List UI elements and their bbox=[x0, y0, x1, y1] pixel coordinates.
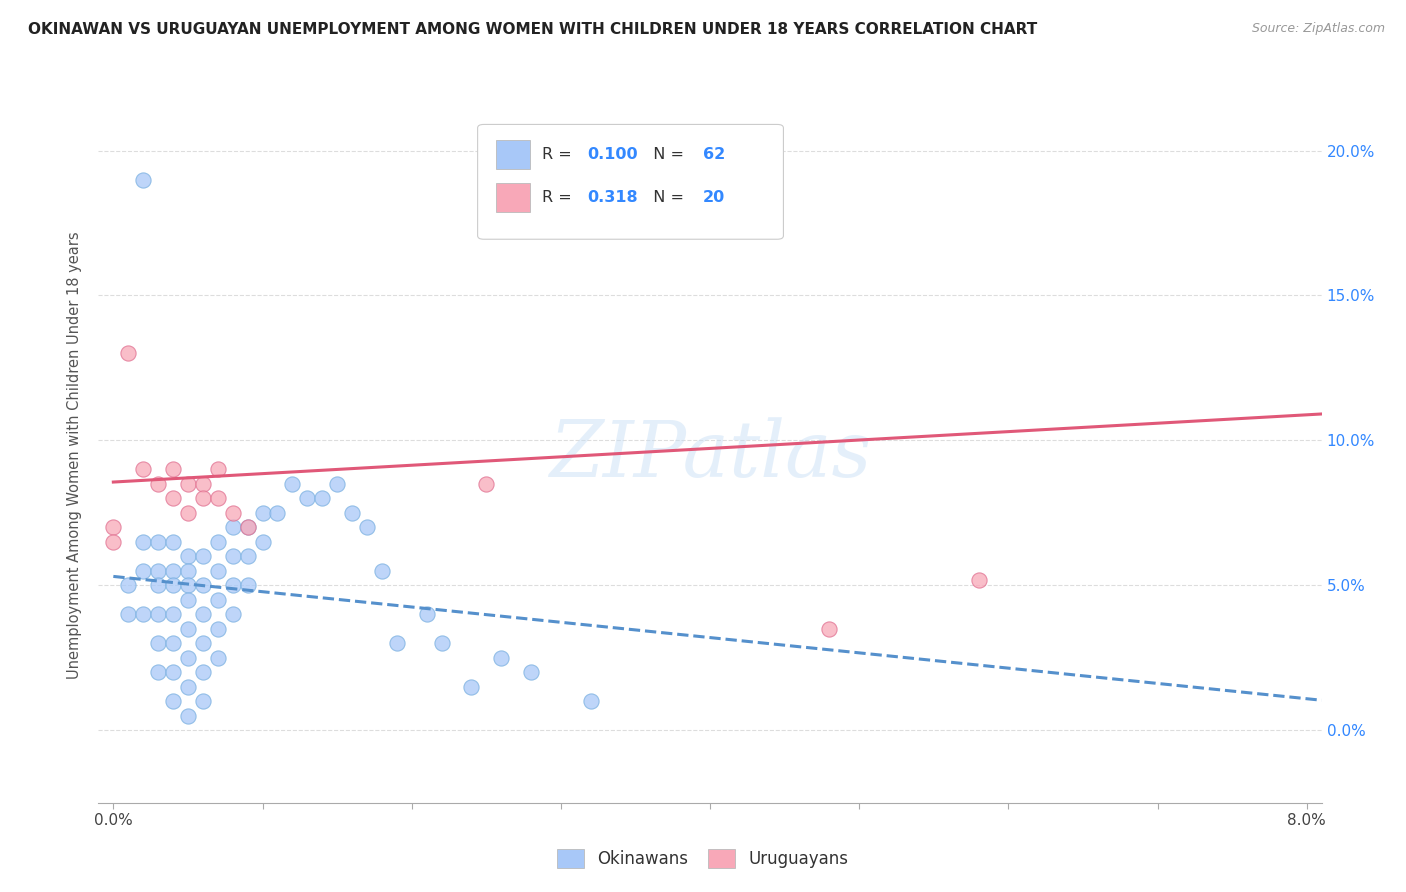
Point bbox=[191, 607, 214, 622]
Point bbox=[177, 651, 200, 665]
Point bbox=[520, 665, 543, 680]
Point bbox=[162, 578, 184, 592]
Point bbox=[967, 573, 990, 587]
Point bbox=[146, 636, 169, 650]
Point bbox=[191, 636, 214, 650]
Point bbox=[132, 564, 155, 578]
Point bbox=[162, 607, 184, 622]
Point bbox=[207, 534, 229, 549]
Point bbox=[252, 534, 274, 549]
Point bbox=[236, 578, 259, 592]
Point bbox=[460, 680, 482, 694]
Point bbox=[177, 592, 200, 607]
Text: 0.318: 0.318 bbox=[588, 190, 638, 205]
Point bbox=[191, 476, 214, 491]
Point bbox=[146, 534, 169, 549]
Point bbox=[297, 491, 319, 506]
FancyBboxPatch shape bbox=[496, 183, 530, 212]
Point bbox=[340, 506, 363, 520]
Point bbox=[595, 187, 617, 202]
Point bbox=[146, 564, 169, 578]
Point bbox=[371, 564, 394, 578]
Point bbox=[207, 491, 229, 506]
FancyBboxPatch shape bbox=[496, 140, 530, 169]
Point bbox=[146, 607, 169, 622]
Point bbox=[146, 578, 169, 592]
Point bbox=[191, 578, 214, 592]
Point bbox=[728, 187, 751, 202]
Point bbox=[162, 636, 184, 650]
Point bbox=[177, 564, 200, 578]
Point bbox=[103, 534, 125, 549]
Point bbox=[177, 680, 200, 694]
Text: 62: 62 bbox=[703, 147, 725, 161]
Point bbox=[146, 476, 169, 491]
Point bbox=[475, 476, 498, 491]
Point bbox=[326, 476, 349, 491]
Text: 0.100: 0.100 bbox=[588, 147, 638, 161]
Point bbox=[415, 607, 437, 622]
Point bbox=[356, 520, 378, 534]
Point bbox=[132, 607, 155, 622]
Point bbox=[236, 520, 259, 534]
Point bbox=[489, 651, 512, 665]
Point bbox=[162, 564, 184, 578]
Text: 20: 20 bbox=[703, 190, 725, 205]
Text: Source: ZipAtlas.com: Source: ZipAtlas.com bbox=[1251, 22, 1385, 36]
Point bbox=[117, 578, 139, 592]
Text: N =: N = bbox=[643, 190, 689, 205]
Point bbox=[117, 607, 139, 622]
Point bbox=[311, 491, 333, 506]
Point bbox=[177, 506, 200, 520]
Point bbox=[430, 636, 453, 650]
Point bbox=[162, 491, 184, 506]
Point bbox=[221, 506, 243, 520]
Point bbox=[207, 564, 229, 578]
Point bbox=[207, 622, 229, 636]
Point bbox=[162, 534, 184, 549]
Point bbox=[221, 549, 243, 564]
Point bbox=[191, 665, 214, 680]
Point bbox=[236, 520, 259, 534]
Point bbox=[207, 462, 229, 476]
Point bbox=[177, 549, 200, 564]
Point bbox=[221, 607, 243, 622]
Point bbox=[177, 708, 200, 723]
Point bbox=[132, 534, 155, 549]
Point bbox=[177, 578, 200, 592]
Text: R =: R = bbox=[543, 190, 578, 205]
Point bbox=[162, 694, 184, 708]
Text: N =: N = bbox=[643, 147, 689, 161]
FancyBboxPatch shape bbox=[478, 124, 783, 239]
Point bbox=[818, 622, 841, 636]
Text: ZIPatlas: ZIPatlas bbox=[548, 417, 872, 493]
Point bbox=[385, 636, 408, 650]
Point bbox=[236, 549, 259, 564]
Point bbox=[207, 651, 229, 665]
Point bbox=[191, 549, 214, 564]
Point bbox=[281, 476, 304, 491]
Text: R =: R = bbox=[543, 147, 578, 161]
Point bbox=[162, 665, 184, 680]
Legend: Okinawans, Uruguayans: Okinawans, Uruguayans bbox=[551, 843, 855, 875]
Point bbox=[132, 462, 155, 476]
Point bbox=[146, 665, 169, 680]
Point bbox=[207, 592, 229, 607]
Point bbox=[177, 622, 200, 636]
Point bbox=[191, 491, 214, 506]
Point bbox=[252, 506, 274, 520]
Point bbox=[579, 694, 602, 708]
Point bbox=[221, 520, 243, 534]
Y-axis label: Unemployment Among Women with Children Under 18 years: Unemployment Among Women with Children U… bbox=[67, 231, 83, 679]
Point bbox=[221, 578, 243, 592]
Text: OKINAWAN VS URUGUAYAN UNEMPLOYMENT AMONG WOMEN WITH CHILDREN UNDER 18 YEARS CORR: OKINAWAN VS URUGUAYAN UNEMPLOYMENT AMONG… bbox=[28, 22, 1038, 37]
Point bbox=[177, 476, 200, 491]
Point bbox=[266, 506, 288, 520]
Point bbox=[132, 172, 155, 186]
Point bbox=[162, 462, 184, 476]
Point bbox=[103, 520, 125, 534]
Point bbox=[117, 346, 139, 360]
Point bbox=[191, 694, 214, 708]
